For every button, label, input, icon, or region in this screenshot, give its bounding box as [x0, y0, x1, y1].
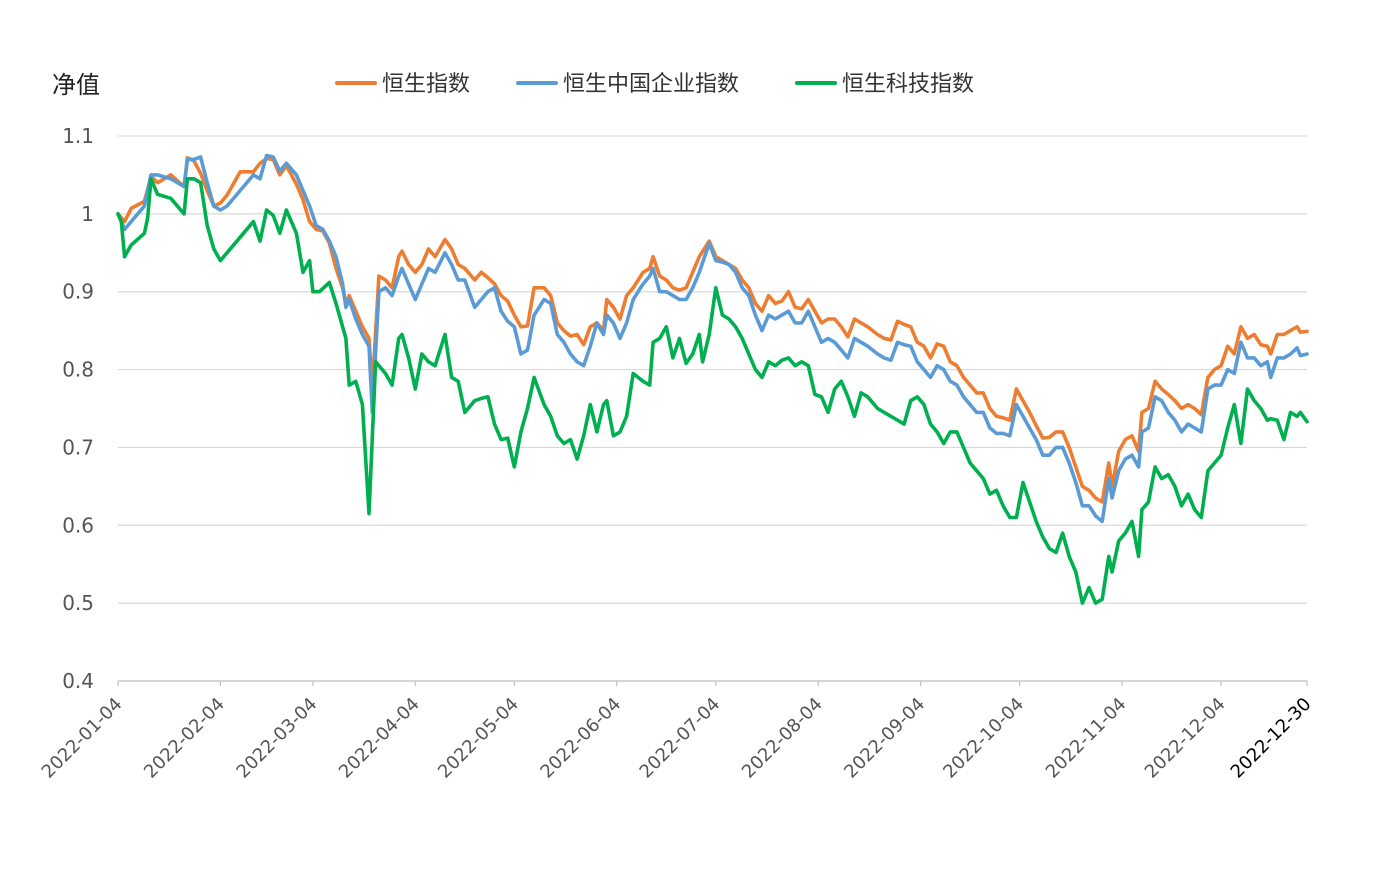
series-line [116, 177, 1309, 605]
x-tick-label: 2022-12-30 [1227, 694, 1316, 783]
y-tick-label: 1.1 [62, 124, 94, 148]
x-tick-label: 2022-01-04 [38, 694, 127, 783]
x-tick-label: 2022-04-04 [335, 694, 424, 783]
y-tick-label: 1 [81, 202, 94, 226]
y-tick-label: 0.6 [62, 513, 94, 537]
y-tick-label: 0.4 [62, 669, 94, 693]
y-axis-ticks: 0.4 0.5 0.6 0.7 0.8 0.9 1 1.1 [62, 124, 94, 693]
y-tick-label: 0.8 [62, 358, 94, 382]
y-axis-label: 净值 [52, 71, 100, 99]
series-lines [116, 153, 1309, 605]
y-tick-label: 0.9 [62, 280, 94, 304]
legend-label: 恒生指数 [382, 72, 470, 97]
series-line [116, 156, 1309, 504]
y-tick-label: 0.5 [62, 591, 94, 615]
x-tick-label: 2022-08-04 [738, 694, 827, 783]
legend: 恒生指数 恒生中国企业指数 恒生科技指数 [335, 72, 974, 97]
x-tick-label: 2022-03-04 [233, 694, 322, 783]
legend-label: 恒生科技指数 [842, 72, 974, 97]
x-tick-label: 2022-06-04 [536, 694, 625, 783]
x-tick-label: 2022-12-04 [1141, 694, 1230, 783]
x-tick-label: 2022-09-04 [840, 694, 929, 783]
y-tick-label: 0.7 [62, 435, 94, 459]
x-tick-label: 2022-11-04 [1042, 694, 1131, 783]
x-tick-label: 2022-02-04 [140, 694, 229, 783]
legend-label: 恒生中国企业指数 [563, 72, 739, 97]
x-axis-ticks: 2022-01-04 2022-02-04 2022-03-04 2022-04-04… [38, 681, 1316, 783]
series-line [116, 153, 1309, 524]
x-tick-label: 2022-07-04 [636, 694, 725, 783]
gridlines [118, 135, 1307, 682]
x-tick-label: 2022-10-04 [939, 694, 1028, 783]
x-tick-label: 2022-05-04 [434, 694, 523, 783]
